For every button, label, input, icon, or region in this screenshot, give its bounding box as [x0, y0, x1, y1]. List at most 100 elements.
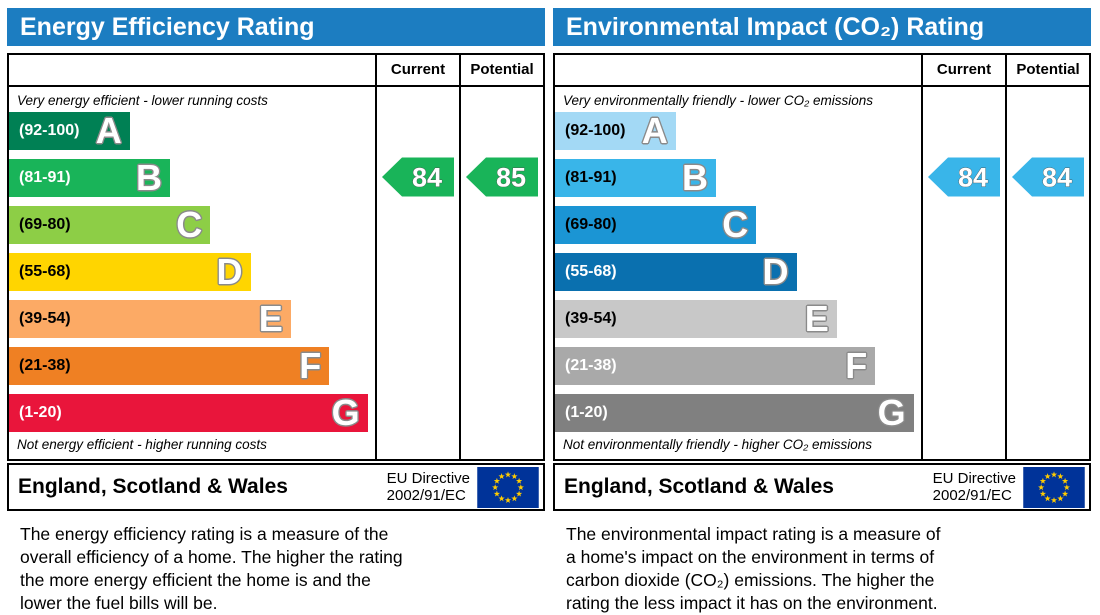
eu-directive-line1: EU Directive — [386, 470, 470, 487]
band-letter: D — [216, 251, 243, 292]
environmental-current-column: 84 — [921, 87, 1005, 459]
band-letter: E — [804, 298, 829, 339]
energy-title-bar: Energy Efficiency Rating — [7, 8, 545, 46]
energy-band-d: (55-68) D — [9, 253, 375, 291]
energy-potential-column: 85 — [459, 87, 543, 459]
energy-efficiency-chart: Energy Efficiency Rating Current Potenti… — [7, 8, 545, 615]
environmental-band-a-bar: (92-100) A — [555, 112, 676, 150]
energy-band-e: (39-54) E — [9, 300, 375, 338]
eu-directive-line2: 2002/91/EC — [386, 487, 466, 504]
description-line: rating the less impact it has on the env… — [566, 593, 938, 613]
arrow-shape — [1012, 157, 1084, 197]
band-range-label: (69-80) — [19, 216, 71, 233]
environmental-table-body: Very environmentally friendly - lower CO… — [555, 87, 1089, 459]
header-spacer — [9, 55, 375, 85]
band-range-label: (39-54) — [19, 310, 71, 327]
environmental-top-caption: Very environmentally friendly - lower CO… — [563, 93, 873, 108]
band-letter: D — [762, 251, 789, 292]
energy-bands-column: Very energy efficient - lower running co… — [9, 87, 375, 459]
energy-band-e-bar: (39-54) E — [9, 300, 291, 338]
band-letter: A — [95, 110, 122, 151]
energy-footer-bar: England, Scotland & Wales EU Directive 2… — [7, 463, 545, 511]
environmental-rating-table: Current Potential Very environmentally f… — [553, 53, 1091, 461]
eu-directive-label: EU Directive 2002/91/EC — [933, 470, 1023, 504]
eu-flag-icon — [1023, 466, 1085, 508]
band-range-label: (81-91) — [19, 169, 71, 186]
region-label: England, Scotland & Wales — [18, 475, 288, 498]
energy-band-a: (92-100) A — [9, 112, 375, 150]
energy-band-b: (81-91) B — [9, 159, 375, 197]
band-letter: F — [845, 345, 868, 386]
environmental-band-g: (1-20) G — [555, 394, 921, 432]
energy-chart-title: Energy Efficiency Rating — [20, 12, 315, 41]
description-line: the more energy efficient the home is an… — [20, 570, 371, 590]
eu-directive-line2: 2002/91/EC — [932, 487, 1012, 504]
environmental-band-d-bar: (55-68) D — [555, 253, 797, 291]
environmental-band-e: (39-54) E — [555, 300, 921, 338]
eu-flag-icon — [477, 466, 539, 508]
current-column-header: Current — [375, 55, 459, 85]
environmental-title-bar: Environmental Impact (CO₂) Rating — [553, 8, 1091, 46]
band-letter: A — [641, 110, 668, 151]
potential-column-header: Potential — [459, 55, 543, 85]
band-range-label: (92-100) — [19, 122, 80, 139]
energy-potential-value: 85 — [496, 163, 526, 193]
energy-band-d-bar: (55-68) D — [9, 253, 251, 291]
band-range-label: (21-38) — [565, 357, 617, 374]
region-label: England, Scotland & Wales — [564, 475, 834, 498]
environmental-band-f-bar: (21-38) F — [555, 345, 876, 386]
environmental-current-value: 84 — [958, 163, 988, 193]
environmental-impact-chart: Environmental Impact (CO₂) Rating Curren… — [553, 8, 1091, 615]
energy-table-header: Current Potential — [9, 55, 543, 87]
energy-band-f: (21-38) F — [9, 347, 375, 385]
environmental-potential-arrow: 84 — [1012, 157, 1084, 197]
energy-description: The energy efficiency rating is a measur… — [7, 511, 545, 615]
eu-directive-line1: EU Directive — [932, 470, 1016, 487]
band-letter: F — [299, 345, 322, 386]
description-line: The energy efficiency rating is a measur… — [20, 524, 389, 544]
environmental-band-c: (69-80) C — [555, 206, 921, 244]
environmental-potential-value: 84 — [1042, 163, 1072, 193]
energy-band-a-bar: (92-100) A — [9, 112, 130, 150]
energy-potential-arrow: 85 — [466, 157, 538, 197]
environmental-current-arrow: 84 — [928, 157, 1000, 197]
energy-band-c: (69-80) C — [9, 206, 375, 244]
energy-band-f-bar: (21-38) F — [9, 345, 330, 386]
description-line: overall efficiency of a home. The higher… — [20, 547, 403, 567]
energy-current-column: 84 — [375, 87, 459, 459]
energy-bands: (92-100) A (81-91) B (69 — [9, 112, 375, 432]
environmental-table-header: Current Potential — [555, 55, 1089, 87]
energy-band-g-bar: (1-20) G — [9, 394, 368, 432]
header-spacer — [555, 55, 921, 85]
band-range-label: (92-100) — [565, 122, 626, 139]
potential-column-header: Potential — [1005, 55, 1089, 85]
energy-band-g: (1-20) G — [9, 394, 375, 432]
arrow-shape — [466, 157, 538, 197]
band-letter: B — [136, 157, 163, 198]
environmental-description: The environmental impact rating is a mea… — [553, 511, 1091, 615]
energy-rating-table: Current Potential Very energy efficient … — [7, 53, 545, 461]
energy-current-value: 84 — [412, 163, 442, 193]
energy-bottom-caption: Not energy efficient - higher running co… — [17, 437, 267, 452]
energy-current-arrow: 84 — [382, 157, 454, 197]
environmental-bands: (92-100) A (81-91) B (69 — [555, 112, 921, 432]
description-line: a home's impact on the environment in te… — [566, 547, 935, 567]
band-letter: G — [877, 392, 906, 433]
band-range-label: (81-91) — [565, 169, 617, 186]
band-range-label: (69-80) — [565, 216, 617, 233]
band-range-label: (21-38) — [19, 357, 71, 374]
current-column-header: Current — [921, 55, 1005, 85]
band-letter: C — [176, 204, 203, 245]
energy-table-body: Very energy efficient - lower running co… — [9, 87, 543, 459]
description-line: The environmental impact rating is a mea… — [566, 524, 941, 544]
environmental-band-b-bar: (81-91) B — [555, 159, 717, 197]
environmental-bands-column: Very environmentally friendly - lower CO… — [555, 87, 921, 459]
energy-band-b-bar: (81-91) B — [9, 157, 171, 198]
band-letter: G — [331, 392, 360, 433]
band-letter: E — [258, 298, 283, 339]
energy-top-caption: Very energy efficient - lower running co… — [17, 93, 268, 108]
band-range-label: (55-68) — [565, 263, 617, 280]
environmental-band-b: (81-91) B — [555, 159, 921, 197]
band-range-label: (1-20) — [565, 404, 608, 421]
